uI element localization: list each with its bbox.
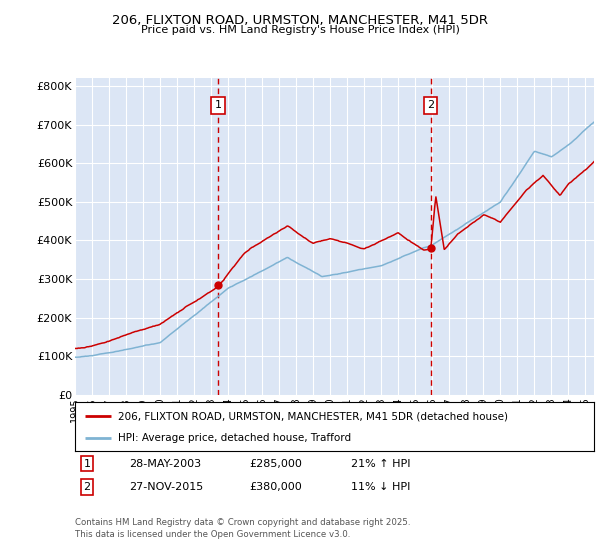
Text: 206, FLIXTON ROAD, URMSTON, MANCHESTER, M41 5DR: 206, FLIXTON ROAD, URMSTON, MANCHESTER, … (112, 14, 488, 27)
Text: HPI: Average price, detached house, Trafford: HPI: Average price, detached house, Traf… (118, 433, 350, 444)
Text: 27-NOV-2015: 27-NOV-2015 (129, 482, 203, 492)
Text: 1: 1 (215, 100, 221, 110)
Text: 2: 2 (83, 482, 91, 492)
Text: £380,000: £380,000 (249, 482, 302, 492)
Text: Price paid vs. HM Land Registry's House Price Index (HPI): Price paid vs. HM Land Registry's House … (140, 25, 460, 35)
Text: £285,000: £285,000 (249, 459, 302, 469)
Text: 21% ↑ HPI: 21% ↑ HPI (351, 459, 410, 469)
Text: 1: 1 (83, 459, 91, 469)
Text: 2: 2 (427, 100, 434, 110)
Text: 11% ↓ HPI: 11% ↓ HPI (351, 482, 410, 492)
Text: 206, FLIXTON ROAD, URMSTON, MANCHESTER, M41 5DR (detached house): 206, FLIXTON ROAD, URMSTON, MANCHESTER, … (118, 411, 508, 421)
Text: Contains HM Land Registry data © Crown copyright and database right 2025.
This d: Contains HM Land Registry data © Crown c… (75, 518, 410, 539)
Text: 28-MAY-2003: 28-MAY-2003 (129, 459, 201, 469)
